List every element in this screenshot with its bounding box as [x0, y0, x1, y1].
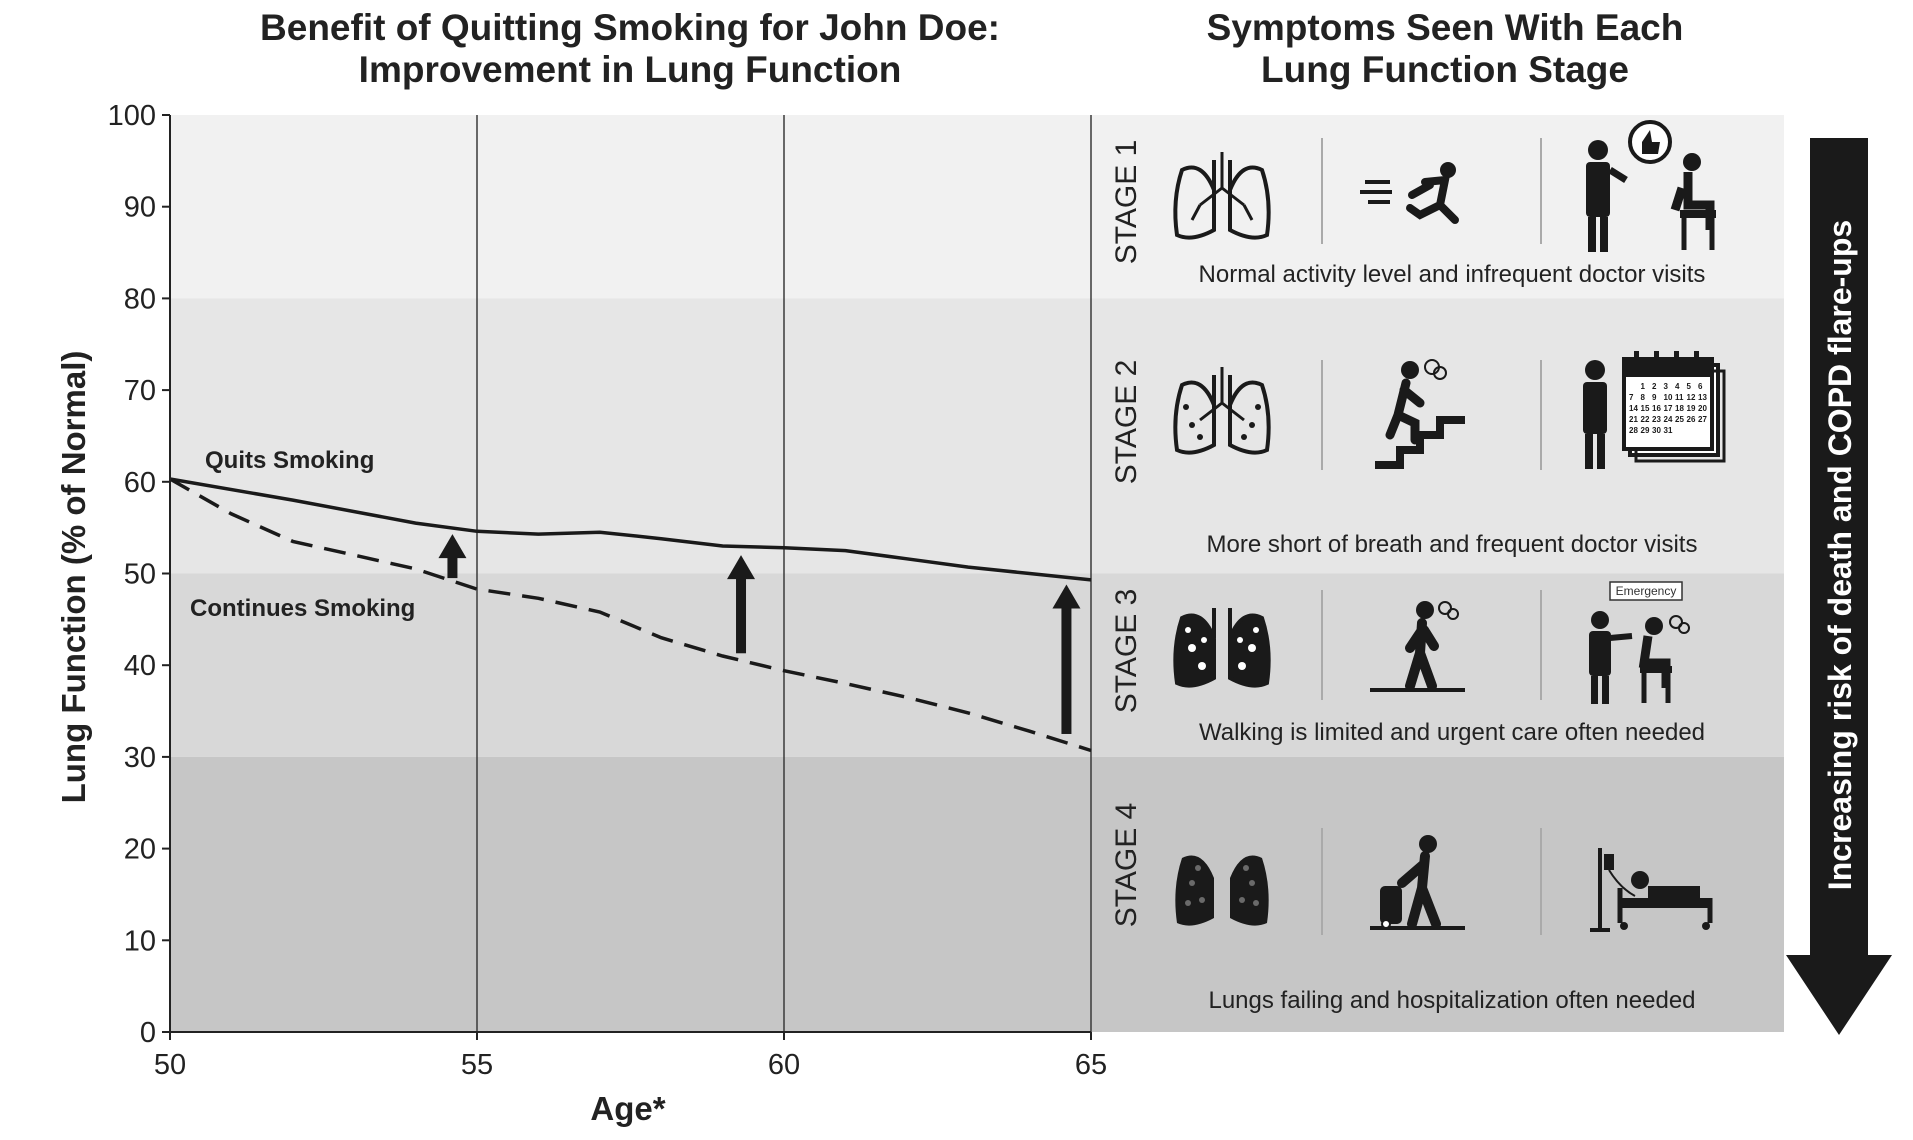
emergency-care-icon: Emergency [1589, 581, 1690, 704]
stage-3-caption: Walking is limited and urgent care often… [1199, 719, 1705, 746]
running-person-icon [1360, 162, 1459, 224]
calendar-day: 14 [1629, 404, 1638, 413]
calendar-day: 22 [1641, 415, 1650, 424]
calendar-day: 20 [1698, 404, 1707, 413]
calendar-day: 17 [1664, 404, 1673, 413]
x-tick-label-50: 50 [154, 1049, 186, 1081]
calendar-day: 15 [1641, 404, 1650, 413]
y-tick-label-0: 0 [140, 1017, 156, 1049]
calendar-day: 2 [1652, 382, 1657, 391]
healthy-lungs-icon [1173, 152, 1271, 240]
risk-arrow-text: Increasing risk of death and COPD flare-… [1822, 220, 1858, 890]
x-tick-label-65: 65 [1075, 1049, 1107, 1081]
calendar-day: 10 [1664, 393, 1673, 402]
calendar-day: 6 [1698, 382, 1703, 391]
calendar-day: 29 [1641, 426, 1650, 435]
calendar-day: 7 [1629, 393, 1634, 402]
band-3 [170, 756, 1091, 1032]
series-line-quits-smoking [169, 477, 1092, 582]
calendar-day: 19 [1687, 404, 1696, 413]
stage-2-caption: More short of breath and frequent doctor… [1207, 531, 1698, 558]
y-tick-label-60: 60 [124, 467, 156, 499]
oxygen-tank-walker-icon [1370, 835, 1465, 930]
calendar-day: 12 [1687, 393, 1696, 402]
y-tick-label-30: 30 [124, 742, 156, 774]
x-axis-label: Age* [590, 1090, 665, 1127]
calendar-day: 26 [1687, 415, 1696, 424]
calendar-day: 30 [1652, 426, 1661, 435]
calendar-day: 23 [1652, 415, 1661, 424]
x-tick-label-55: 55 [461, 1049, 493, 1081]
stage-1-label: STAGE 1 [1110, 140, 1143, 264]
stage-1-caption: Normal activity level and infrequent doc… [1199, 261, 1706, 288]
band-2 [170, 573, 1091, 757]
improvement-arrow-2 [727, 555, 756, 654]
hospital-bed-icon [1590, 848, 1713, 932]
band-0 [170, 115, 1091, 299]
y-tick-label-50: 50 [124, 559, 156, 591]
calendar-day: 3 [1664, 382, 1669, 391]
panel-title-line-1: Symptoms Seen With Each [1207, 7, 1684, 48]
doctor-thumbs-up-icon [1586, 120, 1716, 252]
improvement-arrow-1 [438, 534, 467, 579]
calendar-day: 27 [1698, 415, 1707, 424]
y-tick-label-40: 40 [124, 650, 156, 682]
series-label-continues: Continues Smoking [190, 595, 415, 622]
calendar-day: 31 [1664, 426, 1673, 435]
calendar-day: 25 [1675, 415, 1684, 424]
stage-3-label: STAGE 3 [1110, 589, 1143, 713]
axes: 0 10 20 30 40 50 60 70 80 90 100 50 55 60 65 [108, 100, 1108, 1081]
calendar-day: 11 [1675, 393, 1684, 402]
improvement-arrow-3 [1052, 584, 1081, 734]
band-1 [170, 298, 1091, 574]
stage-2-label: STAGE 2 [1110, 360, 1143, 484]
y-tick-label-10: 10 [124, 925, 156, 957]
emergency-sign-text: Emergency [1616, 584, 1677, 598]
chart-title-line-1: Benefit of Quitting Smoking for John Doe… [260, 7, 1000, 48]
calendar-day: 24 [1664, 415, 1673, 424]
series-label-quits: Quits Smoking [205, 447, 374, 474]
calendar-day: 18 [1675, 404, 1684, 413]
risk-arrow: Increasing risk of death and COPD flare-… [1786, 138, 1892, 1035]
x-tick-label-60: 60 [768, 1049, 800, 1081]
calendar-day: 4 [1675, 382, 1680, 391]
y-tick-label-70: 70 [124, 375, 156, 407]
icon-separators [1321, 138, 1542, 935]
calendar-day: 5 [1687, 382, 1692, 391]
series-lines [169, 477, 1092, 753]
y-tick-label-20: 20 [124, 834, 156, 866]
calendar-day: 28 [1629, 426, 1638, 435]
calendar-day: 21 [1629, 415, 1638, 424]
y-tick-label-80: 80 [124, 283, 156, 315]
chart-title-line-2: Improvement in Lung Function [359, 49, 902, 90]
y-tick-label-90: 90 [124, 192, 156, 224]
improvement-arrows [438, 534, 1081, 734]
calendar-day: 9 [1652, 393, 1657, 402]
series-line-continues-smoking [169, 477, 1092, 753]
calendar-day: 16 [1652, 404, 1661, 413]
y-axis-label: Lung Function (% of Normal) [55, 351, 92, 804]
mild-lungs-icon [1173, 367, 1271, 455]
stage-4-caption: Lungs failing and hospitalization often … [1208, 987, 1695, 1014]
calendar-day: 1 [1641, 382, 1646, 391]
calendar-day: 13 [1698, 393, 1707, 402]
failing-lungs-icon [1175, 848, 1269, 926]
climbing-stairs-breathless-icon [1375, 359, 1465, 469]
grid-lines [476, 115, 1092, 1032]
walking-breathless-icon [1370, 601, 1465, 692]
panel-title-line-2: Lung Function Stage [1261, 49, 1629, 90]
damaged-lungs-icon [1173, 608, 1271, 688]
stage-bands [170, 115, 1091, 1032]
stage-4-label: STAGE 4 [1110, 803, 1143, 927]
y-tick-label-100: 100 [108, 100, 156, 132]
calendar-day: 8 [1641, 393, 1646, 402]
